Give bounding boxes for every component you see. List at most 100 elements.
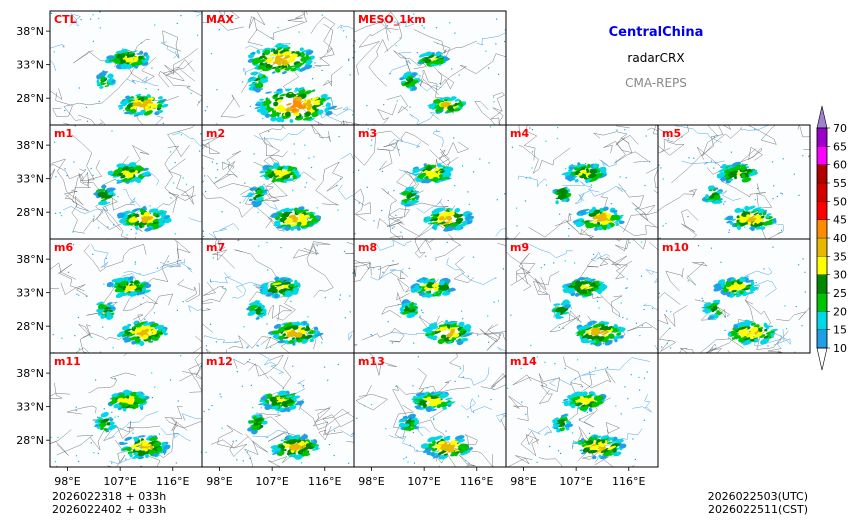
echo-cell	[577, 277, 586, 281]
echo-speck	[728, 231, 730, 233]
echo-cell	[415, 419, 420, 424]
echo-cell	[607, 445, 616, 451]
echo-speck	[137, 437, 139, 439]
echo-speck	[771, 161, 774, 163]
panel-label: m9	[510, 241, 529, 254]
echo-cell	[618, 220, 625, 225]
panel-frame	[505, 352, 659, 468]
panel-max: MAX	[201, 10, 355, 126]
echo-speck	[56, 465, 58, 467]
echo-cell	[581, 166, 586, 170]
river-line	[575, 193, 585, 205]
echo-cell	[260, 282, 269, 288]
river-line	[69, 13, 81, 27]
echo-cell	[116, 53, 126, 59]
echo-cell	[564, 174, 575, 180]
river-line	[642, 303, 658, 311]
echo-cell	[297, 449, 305, 455]
echo-speck	[158, 433, 160, 435]
echo-speck	[458, 439, 460, 441]
echo-cell	[400, 80, 406, 84]
echo-speck	[204, 175, 206, 177]
echo-cell	[292, 174, 297, 180]
echo-cell	[708, 189, 713, 192]
echo-cell	[100, 198, 108, 202]
echo-cell	[274, 97, 284, 102]
echo-cell	[598, 338, 604, 342]
echo-speck	[352, 45, 354, 47]
echo-cell	[467, 213, 472, 217]
echo-speck	[488, 341, 490, 343]
echo-cell	[450, 222, 457, 227]
echo-cell	[452, 332, 460, 338]
boundary-line	[167, 125, 195, 157]
echo-cell	[279, 93, 287, 97]
echo-cell	[595, 172, 604, 178]
river-line	[632, 394, 652, 413]
echo-cell	[138, 55, 143, 60]
river-line	[371, 239, 412, 251]
echo-cell	[709, 302, 718, 307]
echo-speck	[132, 432, 134, 434]
echo-cell	[284, 111, 291, 117]
echo-speck	[531, 151, 534, 153]
boundary-line	[311, 125, 331, 142]
echo-speck	[498, 73, 500, 75]
echo-cell	[443, 435, 451, 439]
echo-speck	[724, 316, 726, 318]
echo-speck	[373, 220, 375, 222]
echo-cell	[463, 332, 473, 337]
echo-speck	[581, 386, 584, 388]
boundary-line	[56, 434, 94, 456]
echo-speck	[85, 295, 88, 297]
echo-speck	[122, 336, 124, 338]
echo-cell	[259, 170, 267, 174]
echo-cell	[288, 438, 298, 445]
echo-cell	[443, 336, 451, 342]
colorbar-segment	[816, 219, 828, 239]
boundary-line	[533, 271, 560, 302]
echo-cell	[707, 316, 714, 320]
echo-speck	[99, 11, 101, 13]
colorbar-label: 15	[833, 324, 847, 337]
echo-speck	[90, 167, 92, 170]
colorbar-segment	[816, 127, 828, 147]
echo-cell	[258, 55, 266, 59]
echo-cell	[141, 173, 147, 177]
echo-cell	[117, 172, 123, 177]
boundary-line	[411, 53, 506, 91]
echo-cell	[269, 166, 273, 170]
echo-cell	[432, 454, 442, 459]
river-line	[50, 43, 65, 72]
echo-cell	[610, 209, 618, 213]
echo-cell	[118, 393, 125, 398]
echo-cell	[438, 324, 448, 327]
echo-cell	[429, 399, 435, 402]
echo-cell	[158, 96, 163, 100]
echo-speck	[553, 262, 555, 264]
init-time-line-1: 2026022318 + 033h	[52, 490, 166, 503]
echo-cell	[593, 395, 604, 401]
echo-speck	[776, 195, 778, 197]
echo-cell	[152, 328, 157, 334]
echo-cell	[409, 200, 419, 205]
echo-cell	[428, 105, 436, 109]
echo-speck	[467, 191, 469, 193]
echo-cell	[107, 73, 114, 79]
echo-speck	[335, 184, 338, 187]
echo-cell	[565, 282, 573, 287]
echo-cell	[427, 393, 432, 397]
echo-speck	[602, 343, 604, 345]
echo-cell	[414, 285, 420, 290]
echo-speck	[572, 445, 574, 447]
echo-cell	[135, 93, 142, 97]
echo-cell	[105, 314, 114, 320]
echo-cell	[428, 61, 433, 65]
echo-speck	[190, 92, 192, 94]
echo-cell	[116, 60, 121, 64]
echo-cell	[563, 311, 569, 315]
echo-speck	[620, 413, 622, 415]
echo-speck	[200, 451, 202, 453]
echo-cell	[410, 197, 420, 200]
echo-cell	[157, 333, 163, 336]
